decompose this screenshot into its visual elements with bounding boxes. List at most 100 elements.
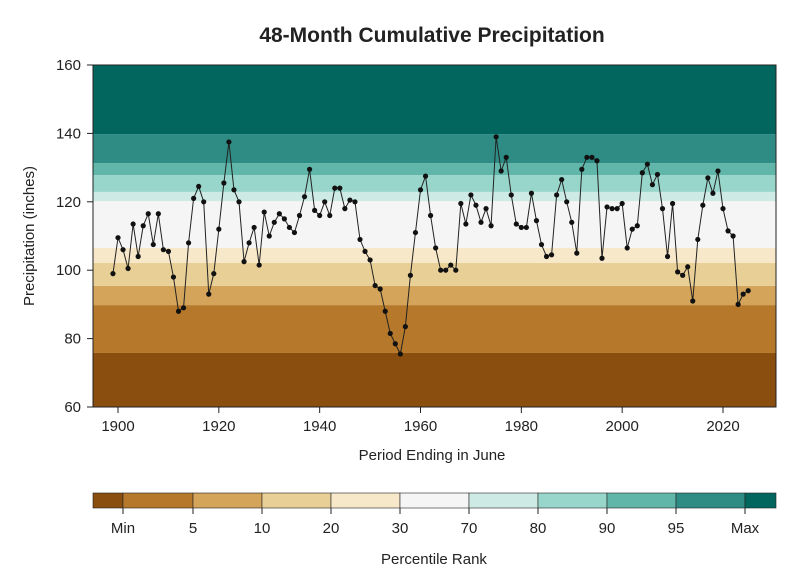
data-point bbox=[599, 255, 605, 261]
data-point bbox=[488, 223, 494, 229]
data-point bbox=[483, 206, 489, 212]
data-point bbox=[246, 240, 252, 246]
colorbar-segment bbox=[261, 492, 332, 509]
percentile-band bbox=[93, 191, 776, 202]
data-point bbox=[589, 154, 595, 160]
data-point bbox=[503, 154, 509, 160]
data-point bbox=[332, 185, 338, 191]
data-point bbox=[443, 267, 449, 273]
data-point bbox=[266, 233, 272, 239]
data-point bbox=[261, 209, 267, 215]
x-tick-label: 1960 bbox=[404, 418, 437, 435]
data-point bbox=[675, 269, 681, 275]
data-point bbox=[286, 224, 293, 231]
data-point bbox=[513, 221, 519, 227]
x-tick-label: 1920 bbox=[202, 418, 235, 435]
data-point bbox=[745, 288, 751, 294]
x-axis-label: Period Ending in June bbox=[359, 447, 506, 464]
data-point bbox=[493, 134, 499, 140]
colorbar-segment bbox=[606, 492, 677, 509]
data-point bbox=[357, 236, 363, 243]
percentile-band bbox=[93, 247, 776, 264]
data-point bbox=[453, 267, 459, 273]
data-point bbox=[700, 202, 706, 208]
data-point bbox=[604, 204, 610, 210]
data-point bbox=[392, 341, 398, 347]
data-point bbox=[644, 161, 650, 167]
colorbar-tick-label: 20 bbox=[323, 520, 340, 537]
data-point bbox=[422, 173, 429, 179]
y-axis-label: Precipitation (inches) bbox=[21, 166, 38, 306]
percentile-band bbox=[93, 352, 776, 407]
data-point bbox=[715, 168, 721, 174]
data-point bbox=[559, 176, 565, 183]
data-point bbox=[498, 168, 504, 174]
data-point bbox=[433, 245, 439, 251]
data-point bbox=[296, 212, 303, 219]
data-point bbox=[130, 221, 136, 227]
data-point bbox=[226, 139, 232, 145]
colorbar-segment bbox=[744, 492, 777, 509]
data-point bbox=[397, 351, 403, 357]
colorbar-label: Percentile Rank bbox=[381, 551, 487, 568]
data-point bbox=[185, 240, 192, 246]
data-point bbox=[478, 219, 484, 225]
y-tick-label: 140 bbox=[56, 125, 81, 142]
data-point bbox=[231, 187, 237, 193]
data-point bbox=[115, 235, 121, 241]
data-point bbox=[468, 192, 474, 198]
data-point bbox=[362, 248, 368, 254]
data-point bbox=[407, 272, 414, 278]
data-point bbox=[710, 190, 716, 196]
data-point bbox=[165, 248, 172, 254]
data-point bbox=[367, 257, 373, 263]
data-point bbox=[372, 282, 378, 289]
data-point bbox=[271, 219, 277, 225]
data-point bbox=[725, 228, 731, 234]
data-point bbox=[629, 226, 635, 232]
data-point bbox=[740, 291, 746, 297]
percentile-band bbox=[93, 285, 776, 306]
data-point bbox=[241, 259, 247, 265]
percentile-band bbox=[93, 263, 776, 286]
y-tick-label: 80 bbox=[64, 331, 81, 348]
data-point bbox=[564, 199, 570, 205]
colorbar: Min 5 10 20 30 70 80 90 95 Max bbox=[92, 492, 777, 537]
x-tick-label: 1980 bbox=[505, 418, 538, 435]
data-point bbox=[548, 252, 555, 258]
data-point bbox=[110, 271, 116, 277]
data-point bbox=[377, 286, 383, 292]
data-point bbox=[523, 224, 529, 231]
data-point bbox=[155, 211, 161, 217]
y-tick-label: 60 bbox=[64, 399, 81, 416]
data-point bbox=[387, 330, 393, 337]
data-point bbox=[125, 265, 131, 272]
percentile-band bbox=[93, 134, 776, 164]
data-point bbox=[685, 264, 691, 270]
data-point bbox=[569, 219, 575, 225]
colorbar-tick-label: 95 bbox=[668, 520, 685, 537]
data-point bbox=[584, 154, 590, 160]
plot-frame bbox=[92, 64, 777, 408]
percentile-band bbox=[93, 163, 776, 176]
colorbar-segment bbox=[675, 492, 746, 509]
data-point bbox=[619, 200, 625, 207]
chart-title: 48-Month Cumulative Precipitation bbox=[259, 24, 604, 47]
data-point bbox=[412, 229, 419, 236]
data-point bbox=[216, 226, 222, 232]
percentile-band bbox=[93, 65, 776, 135]
data-point bbox=[463, 221, 469, 227]
colorbar-segment bbox=[537, 492, 608, 509]
data-point bbox=[251, 224, 257, 231]
x-tick-label: 1900 bbox=[101, 418, 134, 435]
data-point bbox=[312, 207, 318, 213]
data-point bbox=[327, 212, 333, 219]
data-point bbox=[594, 158, 600, 164]
data-point bbox=[306, 166, 313, 172]
data-point bbox=[528, 190, 535, 196]
data-point bbox=[417, 187, 424, 193]
data-point bbox=[120, 247, 126, 253]
data-point bbox=[473, 202, 479, 208]
colorbar-segment bbox=[468, 492, 539, 509]
data-point bbox=[705, 175, 711, 181]
